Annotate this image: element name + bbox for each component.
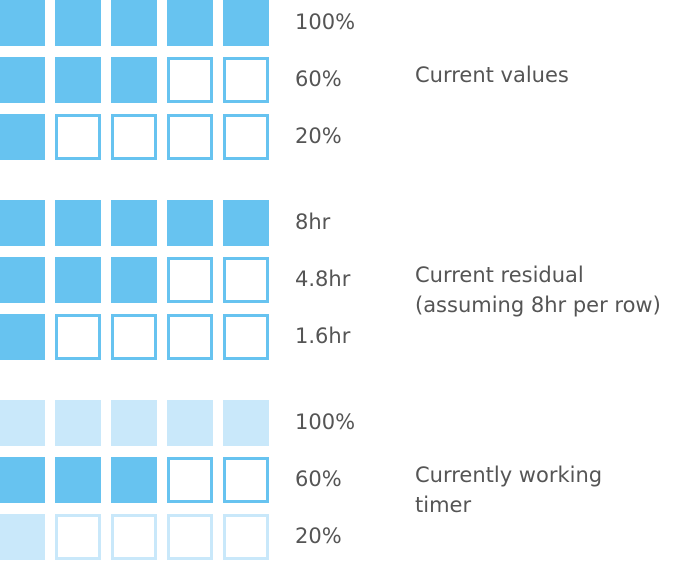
filled-cell	[0, 114, 45, 160]
row-value-label: 20%	[295, 524, 342, 548]
group-caption: Currently working timer	[415, 460, 602, 520]
row-value-label: 8hr	[295, 210, 331, 234]
progress-row: 100%	[0, 400, 675, 446]
empty-cell	[111, 314, 157, 360]
progress-row: 20%	[0, 114, 675, 160]
filled-cell	[111, 57, 157, 103]
filled-cell	[0, 200, 45, 246]
caption-line: timer	[415, 493, 472, 517]
empty-cell	[223, 114, 269, 160]
progress-row: 8hr	[0, 200, 675, 246]
filled-cell	[55, 57, 101, 103]
progress-cells	[0, 257, 269, 303]
filled-cell	[111, 400, 157, 446]
empty-cell	[55, 314, 101, 360]
progress-row: 60%	[0, 57, 675, 103]
progress-cells	[0, 314, 269, 360]
filled-cell	[0, 514, 45, 560]
row-value-label: 20%	[295, 124, 342, 148]
empty-cell	[167, 457, 213, 503]
filled-cell	[55, 200, 101, 246]
row-value-label: 60%	[295, 67, 342, 91]
progress-cells	[0, 514, 269, 560]
empty-cell	[223, 257, 269, 303]
row-value-label: 60%	[295, 467, 342, 491]
caption-line: Currently working	[415, 463, 603, 487]
caption-line: Current residual	[415, 263, 584, 287]
group-caption: Current residual (assuming 8hr per row)	[415, 260, 661, 320]
filled-cell	[167, 200, 213, 246]
filled-cell	[223, 400, 269, 446]
empty-cell	[167, 514, 213, 560]
filled-cell	[0, 0, 45, 46]
progress-row: 100%	[0, 0, 675, 46]
empty-cell	[167, 114, 213, 160]
empty-cell	[55, 114, 101, 160]
filled-cell	[111, 257, 157, 303]
filled-cell	[55, 400, 101, 446]
filled-cell	[0, 314, 45, 360]
progress-cells	[0, 200, 269, 246]
empty-cell	[111, 514, 157, 560]
group-caption: Current values	[415, 60, 569, 90]
progress-row: 1.6hr	[0, 314, 675, 360]
empty-cell	[167, 314, 213, 360]
empty-cell	[55, 514, 101, 560]
caption-line: Current values	[415, 63, 569, 87]
filled-cell	[111, 0, 157, 46]
empty-cell	[167, 57, 213, 103]
progress-cells	[0, 400, 269, 446]
row-value-label: 4.8hr	[295, 267, 351, 291]
progress-cells	[0, 57, 269, 103]
row-value-label: 100%	[295, 410, 356, 434]
empty-cell	[223, 514, 269, 560]
empty-cell	[167, 257, 213, 303]
filled-cell	[0, 400, 45, 446]
filled-cell	[223, 0, 269, 46]
empty-cell	[223, 457, 269, 503]
row-value-label: 100%	[295, 10, 356, 34]
empty-cell	[223, 314, 269, 360]
filled-cell	[167, 400, 213, 446]
progress-row: 4.8hr	[0, 257, 675, 303]
progress-row: 60%	[0, 457, 675, 503]
filled-cell	[223, 200, 269, 246]
filled-cell	[111, 200, 157, 246]
filled-cell	[55, 257, 101, 303]
filled-cell	[55, 0, 101, 46]
progress-cells	[0, 0, 269, 46]
progress-row: 20%	[0, 514, 675, 560]
filled-cell	[55, 457, 101, 503]
progress-cells	[0, 457, 269, 503]
filled-cell	[0, 57, 45, 103]
progress-cells	[0, 114, 269, 160]
empty-cell	[223, 57, 269, 103]
filled-cell	[167, 0, 213, 46]
filled-cell	[0, 457, 45, 503]
empty-cell	[111, 114, 157, 160]
caption-line: (assuming 8hr per row)	[415, 293, 661, 317]
filled-cell	[111, 457, 157, 503]
filled-cell	[0, 257, 45, 303]
row-value-label: 1.6hr	[295, 324, 351, 348]
